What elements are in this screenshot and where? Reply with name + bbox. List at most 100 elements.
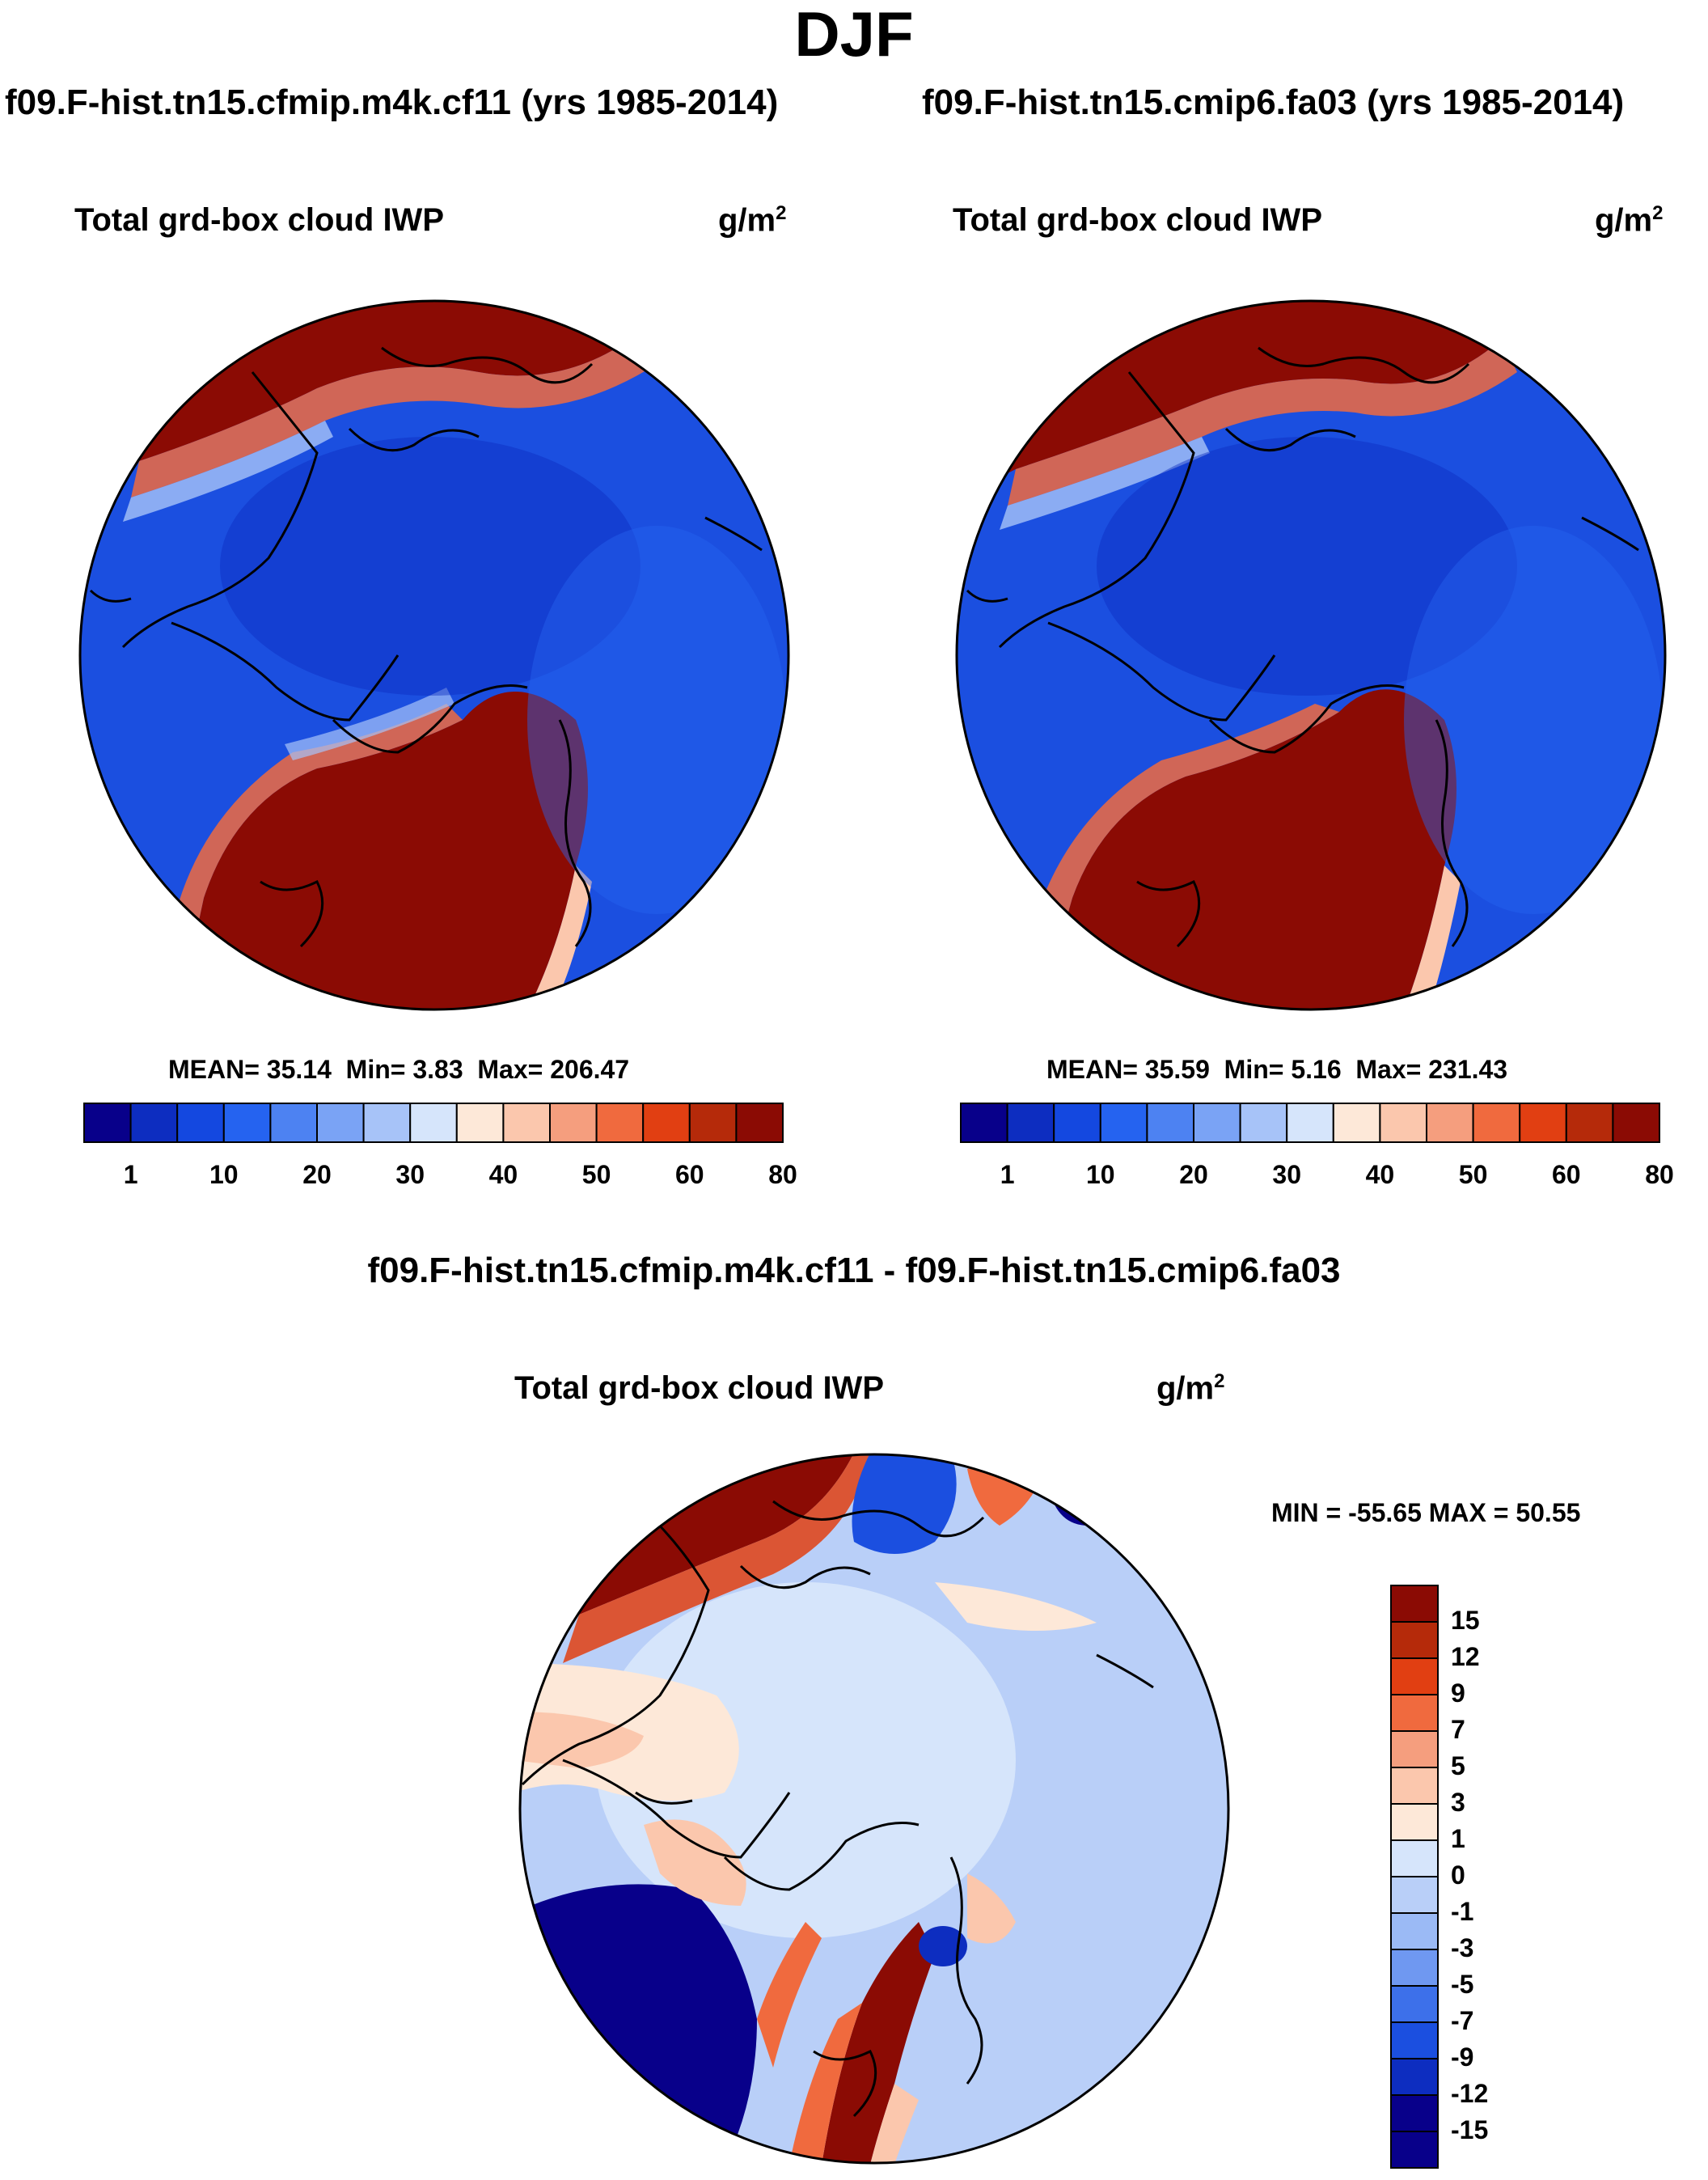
colorbar-swatch <box>1426 1103 1474 1143</box>
colorbar-swatch <box>129 1103 179 1143</box>
colorbar-swatch <box>1390 1657 1439 1695</box>
colorbar-swatch <box>1390 1767 1439 1805</box>
right-units: g/m2 <box>1595 202 1664 239</box>
colorbar-swatch <box>1390 2094 1439 2132</box>
colorbar-swatch <box>1390 1949 1439 1987</box>
colorbar-swatch <box>1612 1103 1661 1143</box>
colorbar-swatch <box>269 1103 318 1143</box>
colorbar-tick-label: 30 <box>395 1160 425 1189</box>
colorbar-swatch <box>1390 1621 1439 1659</box>
left-stats: MEAN= 35.14 Min= 3.83 Max= 206.47 <box>168 1055 630 1084</box>
colorbar-tick-label: 60 <box>1552 1160 1581 1189</box>
colorbar-swatch <box>960 1103 1008 1143</box>
colorbar-swatch <box>1286 1103 1334 1143</box>
colorbar-tick-label: 7 <box>1451 1715 1465 1744</box>
colorbar-tick-label: 1 <box>1000 1160 1015 1189</box>
colorbar-swatch <box>83 1103 132 1143</box>
map-field-atlantic <box>1040 689 1456 1010</box>
colorbar-swatch <box>1099 1103 1148 1143</box>
colorbar-tick-label: 0 <box>1451 1860 1465 1890</box>
colorbar-swatch <box>316 1103 365 1143</box>
colorbar-tick-label: 80 <box>1645 1160 1674 1189</box>
colorbar-swatch <box>1006 1103 1055 1143</box>
left-variable-title: Total grd-box cloud IWP <box>74 202 444 238</box>
diff-units: g/m2 <box>1156 1370 1225 1407</box>
colorbar-tick-label: -15 <box>1451 2115 1489 2144</box>
map-field-atlantic <box>822 1922 935 2163</box>
colorbar-swatch <box>1390 1876 1439 1914</box>
colorbar-tick-label: 50 <box>581 1160 611 1189</box>
colorbar-tick-label: -1 <box>1451 1897 1474 1926</box>
diff-variable-title: Total grd-box cloud IWP <box>514 1370 884 1406</box>
colorbar-tick-label: -12 <box>1451 2079 1489 2108</box>
coastlines <box>521 1500 1154 2118</box>
colorbar-tick-label: -5 <box>1451 1970 1474 1999</box>
coastlines <box>966 346 1639 948</box>
colorbar-swatch <box>502 1103 552 1143</box>
map-boundary <box>78 299 790 1011</box>
colorbar-swatch <box>688 1103 738 1143</box>
colorbar-tick-label: 9 <box>1451 1678 1465 1708</box>
map-field-negative <box>520 1884 757 2163</box>
right-case-title: f09.F-hist.tn15.cmip6.fa03 (yrs 1985-201… <box>922 83 1625 122</box>
map-field-arctic <box>1097 437 1517 696</box>
colorbar-tick-label: -7 <box>1451 2006 1474 2035</box>
colorbar-swatch <box>1193 1103 1241 1143</box>
map-field-arctic <box>220 437 640 696</box>
colorbar-tick-label: 12 <box>1451 1642 1480 1671</box>
map-boundary <box>955 299 1667 1011</box>
colorbar-tick-label: 30 <box>1272 1160 1301 1189</box>
colorbar-swatch <box>1390 1694 1439 1732</box>
colorbar-swatch <box>1565 1103 1614 1143</box>
left-polar-map <box>78 299 790 1011</box>
colorbar-swatch <box>1390 1912 1439 1950</box>
colorbar-swatch <box>1390 1803 1439 1841</box>
diff-minmax: MIN = -55.65 MAX = 50.55 <box>1271 1498 1581 1527</box>
left-colorbar <box>83 1103 784 1143</box>
right-variable-title: Total grd-box cloud IWP <box>953 202 1322 238</box>
colorbar-tick-label: -9 <box>1451 2042 1474 2072</box>
colorbar-tick-label: 40 <box>488 1160 518 1189</box>
colorbar-swatch <box>735 1103 784 1143</box>
colorbar-swatch <box>1390 2021 1439 2059</box>
colorbar-tick-label: 80 <box>768 1160 797 1189</box>
colorbar-swatch <box>1390 1839 1439 1877</box>
colorbar-tick-label: 20 <box>302 1160 332 1189</box>
colorbar-swatch <box>455 1103 505 1143</box>
colorbar-swatch <box>1519 1103 1567 1143</box>
colorbar-swatch <box>222 1103 272 1143</box>
colorbar-swatch <box>1146 1103 1194 1143</box>
colorbar-swatch <box>1053 1103 1101 1143</box>
colorbar-swatch <box>362 1103 412 1143</box>
colorbar-tick-label: 20 <box>1179 1160 1208 1189</box>
left-units: g/m2 <box>718 202 787 239</box>
colorbar-tick-label: 60 <box>675 1160 704 1189</box>
colorbar-swatch <box>1390 2058 1439 2096</box>
colorbar-tick-label: 5 <box>1451 1751 1465 1780</box>
diff-case-title: f09.F-hist.tn15.cfmip.m4k.cf11 - f09.F-h… <box>367 1251 1341 1290</box>
colorbar-swatch <box>1332 1103 1381 1143</box>
colorbar-tick-label: 10 <box>1086 1160 1115 1189</box>
colorbar-swatch <box>1472 1103 1521 1143</box>
colorbar-swatch <box>549 1103 598 1143</box>
colorbar-tick-label: 3 <box>1451 1788 1465 1817</box>
colorbar-tick-label: 40 <box>1365 1160 1395 1189</box>
diff-polar-map <box>518 1453 1230 2165</box>
map-boundary <box>518 1453 1230 2165</box>
colorbar-swatch <box>595 1103 645 1143</box>
colorbar-swatch <box>409 1103 458 1143</box>
colorbar-swatch <box>1390 1985 1439 2023</box>
right-colorbar <box>960 1103 1661 1143</box>
colorbar-swatch <box>1390 2131 1439 2169</box>
colorbar-tick-label: -3 <box>1451 1933 1474 1962</box>
left-case-title: f09.F-hist.tn15.cfmip.m4k.cf11 (yrs 1985… <box>5 83 779 122</box>
coastlines <box>89 346 763 948</box>
colorbar-tick-label: 50 <box>1458 1160 1488 1189</box>
figure-title: DJF <box>794 0 914 70</box>
colorbar-tick-label: 1 <box>1451 1824 1465 1853</box>
colorbar-swatch <box>1390 1585 1439 1623</box>
diff-colorbar <box>1390 1585 1439 2169</box>
right-stats: MEAN= 35.59 Min= 5.16 Max= 231.43 <box>1046 1055 1508 1084</box>
colorbar-tick-label: 15 <box>1451 1606 1480 1635</box>
colorbar-swatch <box>176 1103 225 1143</box>
